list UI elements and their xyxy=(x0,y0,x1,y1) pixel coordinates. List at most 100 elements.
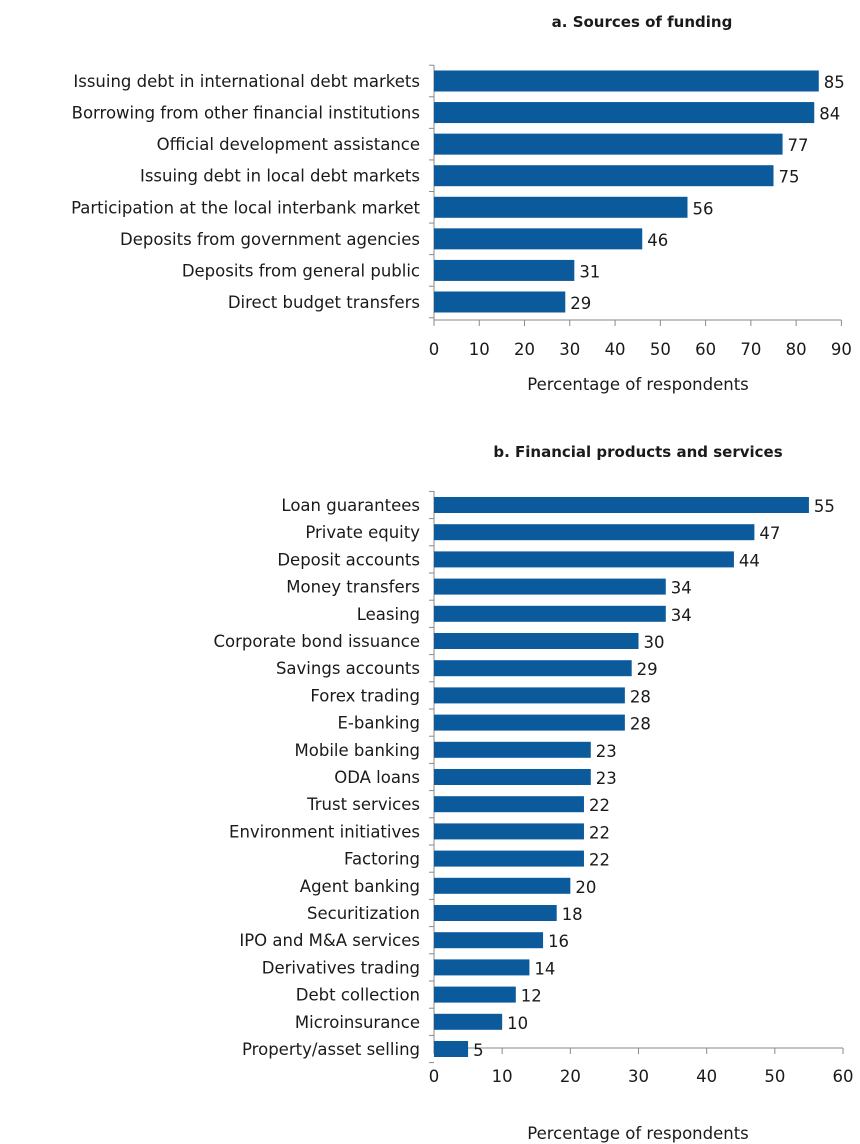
panel-b-bar-environment-initiatives xyxy=(434,823,584,840)
panel-a-value-label-direct-budget-transfers: 29 xyxy=(570,294,591,313)
panel-a-category-label-borrowing-from-other-financial-institutions: Borrowing from other financial instituti… xyxy=(72,104,420,123)
panel-b-bar-trust-services xyxy=(434,796,584,813)
panel-b-bar-factoring xyxy=(434,850,584,867)
panel-b-value-label-deposit-accounts: 44 xyxy=(739,551,760,570)
panel-b-value-label-savings-accounts: 29 xyxy=(637,660,658,679)
panel-b-category-label-agent-banking: Agent banking xyxy=(300,877,420,896)
panel-a-bar-official-development-assistance xyxy=(434,133,783,155)
panel-a-value-label-participation-at-the-local-interbank-market: 56 xyxy=(692,199,713,218)
panel-b-x-tick-label: 0 xyxy=(429,1067,440,1086)
panel-a-bar-issuing-debt-in-local-debt-markets xyxy=(434,165,774,187)
panel-b-category-label-ipo-and-manda-services: IPO and M&A services xyxy=(239,931,420,950)
panel-b-value-label-ipo-and-manda-services: 16 xyxy=(548,932,569,951)
panel-b-bar-corporate-bond-issuance xyxy=(434,633,639,649)
panel-b-bar-ipo-and-manda-services xyxy=(434,932,544,949)
panel-a-x-tick-label: 20 xyxy=(514,340,535,359)
panel-b-category-label-mobile-banking: Mobile banking xyxy=(295,741,420,760)
panel-a-category-label-deposits-from-government-agencies: Deposits from government agencies xyxy=(120,230,420,249)
panel-a-x-tick-label: 60 xyxy=(695,340,716,359)
panel-a-x-tick-label: 40 xyxy=(605,340,626,359)
panel-b-value-label-derivatives-trading: 14 xyxy=(534,959,555,978)
panel-b-category-label-forex-trading: Forex trading xyxy=(310,686,420,705)
panel-b-bar-money-transfers xyxy=(434,578,666,595)
panel-a-value-label-deposits-from-general-public: 31 xyxy=(579,262,600,281)
panel-b-bar-forex-trading xyxy=(434,687,625,704)
panel-b-bar-e-banking xyxy=(434,714,625,731)
panel-b-category-label-debt-collection: Debt collection xyxy=(296,986,420,1005)
panel-a-value-label-issuing-debt-in-local-debt-markets: 75 xyxy=(779,168,800,187)
panel-b-x-tick-label: 20 xyxy=(560,1067,581,1086)
panel-b-bar-securitization xyxy=(434,905,557,921)
panel-b-bar-debt-collection xyxy=(434,986,516,1003)
panel-b-category-label-e-banking: E-banking xyxy=(338,714,421,733)
panel-a-bar-direct-budget-transfers xyxy=(434,291,566,313)
panel-b-category-label-private-equity: Private equity xyxy=(305,523,420,542)
panel-b-category-label-environment-initiatives: Environment initiatives xyxy=(229,822,420,841)
panel-a-category-label-issuing-debt-in-international-debt-markets: Issuing debt in international debt marke… xyxy=(73,72,420,91)
panel-b-bar-savings-accounts xyxy=(434,660,632,677)
panel-b-x-tick-label: 50 xyxy=(764,1067,785,1086)
panel-b-value-label-property-asset-selling: 5 xyxy=(473,1041,484,1060)
panel-a-value-label-borrowing-from-other-financial-institutions: 84 xyxy=(819,105,840,124)
panel-a-value-label-issuing-debt-in-international-debt-markets: 85 xyxy=(824,73,845,92)
panel-b-category-label-trust-services: Trust services xyxy=(306,795,420,814)
panel-a-x-tick-label: 50 xyxy=(650,340,671,359)
panel-a-bar-issuing-debt-in-international-debt-markets xyxy=(434,70,819,92)
panel-b-value-label-factoring: 22 xyxy=(589,851,610,870)
panel-a-x-axis-label: Percentage of respondents xyxy=(527,375,749,394)
panel-b-bar-derivatives-trading xyxy=(434,959,530,976)
panel-b-value-label-loan-guarantees: 55 xyxy=(814,497,835,516)
panel-a-category-label-deposits-from-general-public: Deposits from general public xyxy=(182,261,420,280)
panel-a-bar-deposits-from-general-public xyxy=(434,259,575,281)
panel-a-x-tick-label: 90 xyxy=(831,340,852,359)
panel-b-category-label-property-asset-selling: Property/asset selling xyxy=(242,1040,420,1059)
panel-b-value-label-securitization: 18 xyxy=(562,905,583,924)
panel-a-bar-participation-at-the-local-interbank-market xyxy=(434,196,688,218)
panel-a-bar-borrowing-from-other-financial-institutions xyxy=(434,102,815,124)
panel-b-category-label-deposit-accounts: Deposit accounts xyxy=(277,550,420,569)
panel-a-category-label-issuing-debt-in-local-debt-markets: Issuing debt in local debt markets xyxy=(140,167,420,186)
panel-b-value-label-corporate-bond-issuance: 30 xyxy=(644,633,665,652)
panel-b-category-label-derivatives-trading: Derivatives trading xyxy=(262,958,420,977)
panel-b-value-label-debt-collection: 12 xyxy=(521,987,542,1006)
panel-a-value-label-official-development-assistance: 77 xyxy=(788,136,809,155)
panel-b-bar-loan-guarantees xyxy=(434,497,809,513)
panel-b-x-tick-label: 10 xyxy=(492,1067,513,1086)
panel-b-x-axis-label: Percentage of respondents xyxy=(527,1124,749,1143)
panel-b-bar-agent-banking xyxy=(434,877,571,894)
panel-b-financial-products-and-services: b. Financial products and services Perce… xyxy=(214,443,854,1143)
panel-b-value-label-trust-services: 22 xyxy=(589,796,610,815)
panel-a-sources-of-funding: a. Sources of funding Percentage of resp… xyxy=(71,13,852,394)
panel-b-x-tick-label: 30 xyxy=(628,1067,649,1086)
panel-b-bar-deposit-accounts xyxy=(434,551,734,568)
panel-b-category-label-factoring: Factoring xyxy=(344,850,420,869)
panel-b-value-label-private-equity: 47 xyxy=(759,524,780,543)
panel-b-category-label-money-transfers: Money transfers xyxy=(286,578,420,597)
panel-b-category-label-oda-loans: ODA loans xyxy=(334,768,420,787)
panel-a-x-tick-label: 80 xyxy=(786,340,807,359)
panel-b-bar-oda-loans xyxy=(434,769,591,785)
panel-b-x-tick-label: 60 xyxy=(833,1067,854,1086)
panel-a-category-label-official-development-assistance: Official development assistance xyxy=(157,135,420,154)
panel-a-category-label-participation-at-the-local-interbank-market: Participation at the local interbank mar… xyxy=(71,198,420,217)
panel-a-bar-deposits-from-government-agencies xyxy=(434,228,643,250)
panel-a-x-tick-label: 30 xyxy=(559,340,580,359)
panel-b-category-label-microinsurance: Microinsurance xyxy=(295,1013,420,1032)
panel-a-x-tick-label: 0 xyxy=(429,340,440,359)
panel-b-value-label-leasing: 34 xyxy=(671,606,692,625)
panel-b-bar-leasing xyxy=(434,605,666,622)
panel-a-value-label-deposits-from-government-agencies: 46 xyxy=(647,231,668,250)
panel-b-title: b. Financial products and services xyxy=(493,443,782,461)
panel-b-x-tick-label: 40 xyxy=(696,1067,717,1086)
panel-b-bar-property-asset-selling xyxy=(434,1041,469,1057)
panel-b-bar-mobile-banking xyxy=(434,741,591,758)
panel-b-category-label-securitization: Securitization xyxy=(307,904,420,923)
panel-b-value-label-agent-banking: 20 xyxy=(575,878,596,897)
panel-b-bar-private-equity xyxy=(434,524,755,541)
panel-b-category-label-savings-accounts: Savings accounts xyxy=(276,659,420,678)
panel-a-x-tick-label: 70 xyxy=(740,340,761,359)
panel-b-value-label-microinsurance: 10 xyxy=(507,1014,528,1033)
panel-b-value-label-e-banking: 28 xyxy=(630,715,651,734)
panel-a-title: a. Sources of funding xyxy=(552,13,733,31)
